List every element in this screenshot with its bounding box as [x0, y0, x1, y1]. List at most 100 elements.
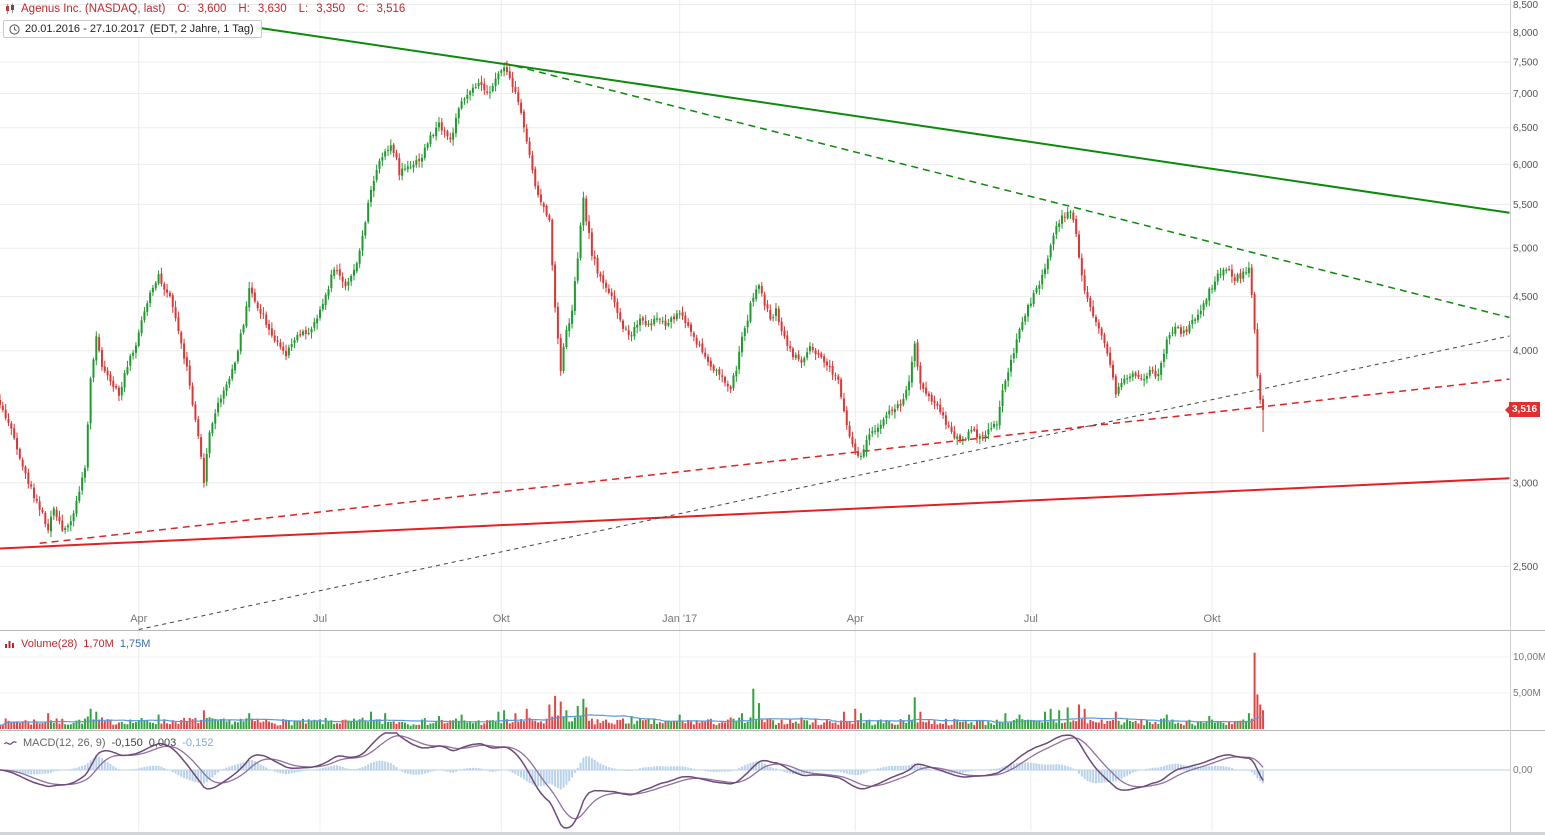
candle-body [916, 342, 919, 367]
macd-histogram-bar [582, 757, 585, 770]
macd-histogram-bar [1083, 770, 1086, 780]
volume-bar [143, 720, 146, 729]
candle-body [627, 329, 630, 336]
volume-bar [1075, 721, 1078, 729]
trendline-ascending-support-outer[interactable] [0, 477, 1510, 550]
volume-bar [916, 722, 919, 729]
volume-axis-label: 5,00M [1513, 688, 1541, 699]
volume-bar [571, 721, 574, 729]
trendline-ascending-trend-minor[interactable] [138, 335, 1510, 630]
volume-bar [681, 721, 684, 729]
window-bottom-edge [0, 832, 1545, 835]
volume-bar [282, 719, 285, 729]
macd-histogram-bar [630, 770, 633, 771]
volume-bar [786, 723, 789, 729]
macd-histogram-bar [559, 770, 562, 790]
volume-bar [137, 721, 140, 729]
volume-bar [568, 721, 571, 729]
price-axis-label: 5,000 [1513, 244, 1538, 255]
candle-body [1063, 216, 1066, 218]
macd-histogram-bar [596, 761, 599, 770]
volume-bar [1029, 719, 1032, 729]
candle-body [406, 166, 409, 170]
candle-body [341, 276, 344, 282]
volume-bar [449, 720, 452, 729]
volume-bar [981, 720, 984, 729]
macd-histogram-bar [432, 770, 435, 772]
volume-bar [81, 723, 84, 729]
macd-histogram-bar [123, 770, 126, 771]
macd-histogram-bar [15, 770, 18, 773]
macd-histogram-bar [548, 770, 551, 784]
candle-body [361, 235, 364, 251]
volume-bar [1205, 721, 1208, 729]
volume-bar [998, 721, 1001, 729]
macd-histogram-bar [647, 767, 650, 770]
time-axis-label: Okt [1204, 613, 1221, 625]
volume-bar [517, 721, 520, 729]
volume-bar [774, 724, 777, 729]
volume-bar [845, 721, 848, 729]
candle-body [426, 143, 429, 148]
candle-body [1160, 363, 1163, 375]
candle-body [701, 343, 704, 353]
volume-bar [596, 719, 599, 729]
chart-plot-area[interactable] [0, 0, 1510, 835]
candle-body [78, 491, 81, 501]
candle-body [636, 324, 639, 328]
volume-bar [1131, 722, 1134, 729]
candle-body [854, 443, 857, 451]
candle-body [270, 328, 273, 336]
macd-histogram-bar [622, 770, 625, 771]
macd-histogram-bar [738, 768, 741, 770]
candle-body [874, 430, 877, 432]
volume-bar [253, 721, 256, 729]
candle-body [548, 215, 551, 221]
macd-histogram-bar [149, 765, 152, 770]
macd-histogram-bar [919, 765, 922, 770]
candle-body [1253, 294, 1256, 330]
macd-histogram-bar [1245, 770, 1248, 771]
volume-bar [1228, 721, 1231, 729]
candle-body [774, 308, 777, 316]
trendline-descending-resistance-outer[interactable] [254, 26, 1510, 214]
volume-bar [409, 725, 412, 729]
candle-body [1236, 274, 1239, 282]
volume-bar [721, 722, 724, 729]
candle-body [987, 429, 990, 435]
volume-bar [593, 724, 596, 729]
candle-body [1086, 291, 1089, 299]
macd-histogram-bar [137, 768, 140, 770]
macd-histogram-bar [531, 770, 534, 785]
price-axis[interactable] [1510, 0, 1545, 835]
trendline-ascending-support-inner[interactable] [39, 378, 1510, 545]
volume-bar [72, 722, 75, 729]
candle-body [1052, 235, 1055, 245]
candle-body [457, 108, 460, 118]
volume-bar [953, 718, 956, 729]
volume-bar [418, 724, 421, 729]
volume-bar [1242, 719, 1245, 729]
candle-body [500, 70, 503, 73]
candle-body [1157, 373, 1160, 376]
volume-bar [248, 713, 251, 729]
volume-bar [522, 721, 525, 729]
candle-body [115, 386, 118, 388]
macd-histogram-bar [443, 770, 446, 771]
macd-histogram-bar [171, 770, 174, 772]
candle-body [100, 350, 103, 367]
macd-histogram-bar [1171, 764, 1174, 770]
macd-histogram-bar [511, 770, 514, 773]
macd-histogram-bar [276, 770, 279, 773]
candle-body [171, 295, 174, 308]
volume-bar [868, 719, 871, 729]
candle-body [723, 377, 726, 383]
candle-body [644, 320, 647, 326]
candle-body [542, 203, 545, 207]
trendline-descending-resistance-inner[interactable] [503, 62, 1510, 319]
date-range-chip[interactable]: 20.01.2016 - 27.10.2017 (EDT, 2 Jahre, 1… [3, 20, 262, 38]
candle-body [452, 132, 455, 140]
macd-histogram-bar [675, 766, 678, 770]
candle-body [885, 415, 888, 419]
